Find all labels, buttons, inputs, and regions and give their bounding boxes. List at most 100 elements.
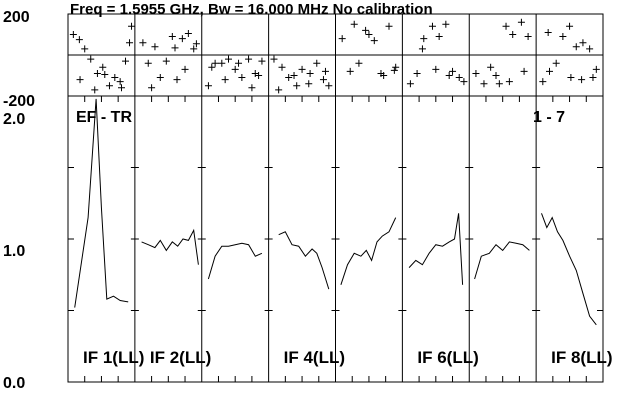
phase-point [592, 65, 600, 73]
amp-line-if7 [474, 241, 530, 280]
phase-point [178, 35, 186, 43]
phase-point [87, 55, 95, 63]
phase-point [122, 57, 130, 65]
amp-line-if3 [207, 242, 263, 280]
amplitude-panels [67, 95, 604, 383]
phase-point [413, 69, 421, 77]
amp-ymax-label: 2.0 [3, 111, 25, 128]
phase-point [325, 82, 333, 90]
phase-point [460, 78, 468, 86]
phase-point [420, 35, 428, 43]
phase-point [148, 84, 156, 92]
phase-point [275, 86, 283, 94]
phase-point [505, 78, 513, 86]
amp-line-if6 [408, 213, 464, 285]
chart-title: Freq = 1.5955 GHz, Bw = 16.000 MHz No ca… [70, 1, 433, 18]
phase-point [258, 57, 266, 65]
phase-point [559, 33, 567, 41]
phase-point [502, 22, 510, 30]
phase-point [390, 66, 398, 74]
phase-point [225, 55, 232, 63]
phase-point [305, 80, 313, 88]
amp-ymid-label: 1.0 [3, 243, 25, 260]
phase-point [380, 72, 388, 79]
phase-point [572, 43, 580, 51]
phase-point [524, 33, 532, 41]
phase-point [238, 74, 246, 82]
phase-point [544, 28, 552, 36]
phase-point [418, 45, 426, 53]
phase-point [184, 29, 192, 37]
if-label: IF 1(LL) [83, 348, 144, 367]
phase-point [173, 76, 181, 84]
phase-point [69, 31, 77, 38]
phase-point [455, 74, 463, 82]
phase-point [245, 55, 253, 63]
phase-point [221, 76, 229, 84]
phase-point [517, 18, 525, 26]
phase-point [101, 70, 109, 78]
phase-point [204, 82, 212, 90]
phase-point [293, 82, 301, 90]
phase-point [567, 74, 575, 82]
phase-point [319, 76, 327, 84]
phase-point [346, 67, 354, 75]
phase-panels [67, 13, 604, 97]
phase-point [270, 55, 278, 63]
phase-point [208, 63, 216, 71]
phase-point [385, 22, 393, 30]
phase-point [75, 36, 83, 44]
phase-point [313, 59, 321, 67]
phase-point [128, 22, 136, 30]
phase-point [365, 31, 373, 38]
phase-point [171, 44, 179, 52]
amp-line-if8 [541, 213, 597, 326]
phase-point [509, 31, 517, 38]
amp-line-if4 [278, 231, 330, 290]
phase-point [81, 45, 89, 53]
phase-point [306, 69, 314, 77]
amp-ymin-label: 0.0 [3, 375, 25, 392]
phase-point [192, 40, 200, 48]
phase-point [350, 20, 358, 28]
phase-point [285, 74, 293, 82]
phase-point [445, 72, 453, 79]
phase-point [76, 76, 84, 84]
phase-point [362, 26, 370, 34]
phase-point [139, 39, 147, 47]
phase-point [578, 76, 586, 84]
if-label: IF 2(LL) [150, 348, 211, 367]
phase-point [449, 67, 457, 75]
phase-point [480, 80, 488, 88]
phase-point [111, 74, 119, 82]
phase-point [181, 65, 189, 73]
phase-point [432, 65, 440, 73]
phase-point [190, 45, 198, 53]
phase-point [211, 59, 219, 67]
amp-line-if5 [340, 217, 397, 285]
phase-point [321, 67, 329, 75]
phase-ymin-label: -200 [3, 93, 35, 110]
phase-point [552, 59, 560, 67]
phase-point [428, 22, 436, 30]
phase-point [586, 45, 594, 53]
phase-point [546, 67, 553, 75]
phase-point [566, 22, 574, 30]
phase-point [492, 72, 500, 79]
phase-point [105, 82, 113, 90]
phase-point [355, 59, 363, 67]
phase-point [151, 43, 159, 51]
phase-point [156, 74, 164, 82]
phase-point [298, 65, 306, 73]
phase-point [255, 72, 263, 79]
phase-point [435, 33, 443, 41]
phase-point [472, 69, 480, 77]
phase-point [338, 35, 346, 43]
amp-line-if1 [74, 98, 129, 308]
if-label: IF 6(LL) [417, 348, 478, 367]
phase-point [235, 59, 243, 67]
phase-point [231, 65, 239, 73]
phase-point [278, 63, 286, 71]
phase-point [392, 63, 400, 71]
